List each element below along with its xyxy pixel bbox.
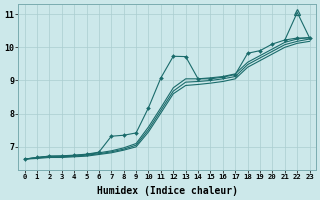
- X-axis label: Humidex (Indice chaleur): Humidex (Indice chaleur): [97, 186, 237, 196]
